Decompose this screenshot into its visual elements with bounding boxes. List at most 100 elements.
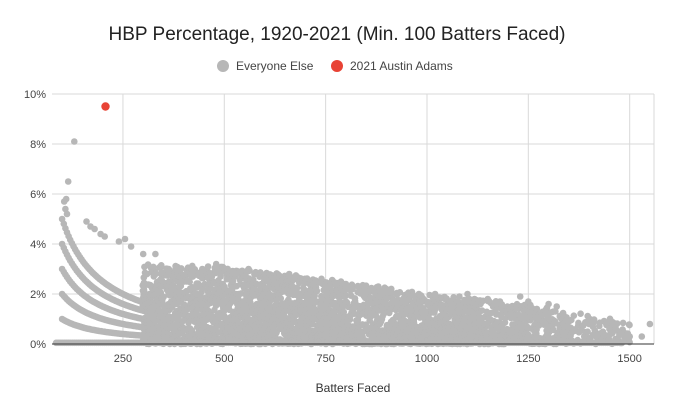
data-point [570, 312, 578, 320]
data-point [585, 320, 593, 328]
data-point [612, 326, 620, 334]
highlight-point [101, 102, 110, 111]
data-point [139, 250, 147, 258]
data-point [140, 286, 148, 293]
data-point [383, 295, 391, 302]
data-point [212, 260, 220, 268]
data-point [584, 328, 591, 336]
data-point [237, 268, 244, 275]
data-point [285, 270, 293, 278]
data-point [270, 323, 278, 331]
data-point [516, 293, 524, 300]
data-point [613, 320, 621, 327]
data-point [619, 319, 627, 327]
data-points [52, 138, 654, 348]
data-point [152, 250, 159, 258]
data-point [533, 330, 540, 337]
data-point [545, 300, 552, 308]
data-point [362, 282, 370, 290]
data-point [277, 295, 285, 302]
x-tick-label: 500 [215, 353, 233, 365]
data-point [342, 280, 350, 288]
data-point [450, 294, 457, 301]
data-point [456, 293, 463, 300]
data-point [431, 290, 439, 298]
data-point [127, 243, 135, 250]
data-point [64, 178, 72, 185]
data-point [606, 325, 613, 333]
data-point [186, 278, 193, 286]
data-point [326, 283, 334, 290]
data-point [178, 265, 185, 272]
data-point [115, 238, 123, 245]
y-tick-label: 2% [30, 289, 46, 301]
data-point [553, 303, 560, 310]
data-point [396, 289, 404, 296]
legend: Everyone Else 2021 Austin Adams [217, 59, 453, 73]
legend-label-austin-adams: 2021 Austin Adams [350, 59, 453, 73]
data-point [626, 338, 633, 346]
x-tick-label: 1000 [415, 353, 439, 365]
data-point [464, 290, 471, 298]
data-point [229, 268, 236, 275]
data-point [121, 235, 129, 243]
data-point [533, 305, 541, 313]
data-point [646, 320, 654, 328]
data-point [313, 287, 321, 295]
data-point [204, 263, 212, 270]
x-tick-label: 250 [114, 353, 132, 365]
data-point [245, 265, 252, 273]
data-point [237, 290, 245, 297]
data-point [261, 275, 269, 283]
data-point [160, 293, 167, 301]
data-point [71, 138, 78, 145]
legend-label-everyone-else: Everyone Else [236, 59, 314, 73]
data-point [101, 233, 108, 240]
y-tick-label: 8% [30, 139, 46, 151]
data-point [525, 298, 532, 305]
x-tick-label: 750 [316, 353, 334, 365]
data-point [496, 298, 504, 305]
data-point [188, 265, 196, 273]
data-point [83, 218, 90, 225]
data-point [638, 333, 646, 340]
y-tick-label: 0% [30, 339, 46, 351]
highlight-points [101, 102, 110, 111]
tick-labels: 0% 2% 4% 6% 8% 10% 250 500 750 1000 1250 1500 [24, 89, 642, 365]
data-point [492, 308, 499, 315]
data-point [91, 225, 98, 233]
data-point [415, 290, 423, 298]
data-point [155, 307, 163, 314]
data-point [372, 312, 380, 320]
chart-title: HBP Percentage, 1920-2021 (Min. 100 Batt… [109, 24, 566, 45]
data-point [63, 210, 71, 218]
y-tick-label: 10% [24, 89, 46, 101]
data-point [150, 316, 158, 324]
data-point [341, 293, 349, 300]
data-point [150, 263, 157, 271]
y-tick-label: 6% [30, 189, 46, 201]
data-point [383, 285, 390, 293]
data-point [164, 287, 172, 295]
data-point [375, 283, 382, 290]
data-point [618, 330, 625, 338]
data-point [310, 280, 317, 288]
gridlines [52, 93, 655, 344]
x-tick-label: 1250 [516, 353, 540, 365]
data-point [152, 270, 160, 278]
data-point [354, 283, 362, 290]
data-point [60, 198, 68, 205]
data-point [626, 321, 633, 329]
data-point [342, 298, 350, 305]
y-tick-label: 4% [30, 239, 46, 251]
data-point [348, 283, 356, 291]
data-point [189, 284, 196, 291]
data-point [221, 265, 228, 273]
x-tick-label: 1500 [617, 353, 641, 365]
data-point [420, 305, 427, 312]
legend-marker-austin-adams [331, 60, 343, 72]
legend-marker-everyone-else [217, 60, 229, 72]
data-point [62, 205, 69, 213]
data-point [172, 265, 179, 273]
